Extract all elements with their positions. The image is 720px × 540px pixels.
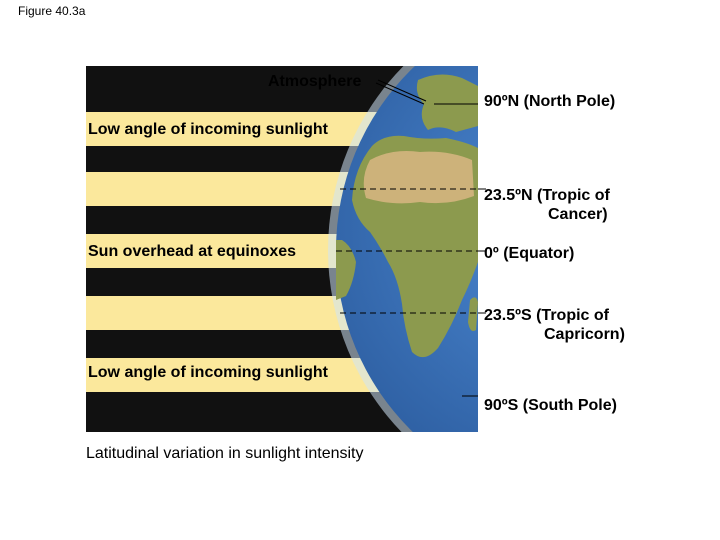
sahara-desert (363, 151, 474, 204)
europe-landmass (416, 74, 478, 132)
atmosphere-pointer (375, 82, 425, 105)
south-america-edge (336, 240, 356, 300)
tropic-of-capricorn-label-cont: Capricorn) (544, 326, 625, 343)
atmosphere-label: Atmosphere (268, 73, 362, 90)
sun-overhead-label: Sun overhead at equinoxes (88, 243, 297, 260)
south-pole-label: 90ºS (South Pole) (484, 397, 617, 414)
caption: Latitudinal variation in sunlight intens… (86, 445, 364, 462)
low-angle-bottom-label: Low angle of incoming sunlight (88, 364, 328, 381)
tropic-of-cancer-label-cont: Cancer) (548, 206, 608, 223)
low-angle-top-label: Low angle of incoming sunlight (88, 121, 328, 138)
tropic-of-cancer-label: 23.5ºN (Tropic of (484, 187, 610, 204)
figure-label: Figure 40.3a (18, 4, 86, 18)
tropic-of-capricorn-label: 23.5ºS (Tropic of (484, 307, 609, 324)
madagascar (468, 297, 478, 331)
equator-label: 0º (Equator) (484, 245, 575, 262)
north-pole-label: 90ºN (North Pole) (484, 93, 616, 110)
atmosphere-pointer (377, 79, 427, 102)
